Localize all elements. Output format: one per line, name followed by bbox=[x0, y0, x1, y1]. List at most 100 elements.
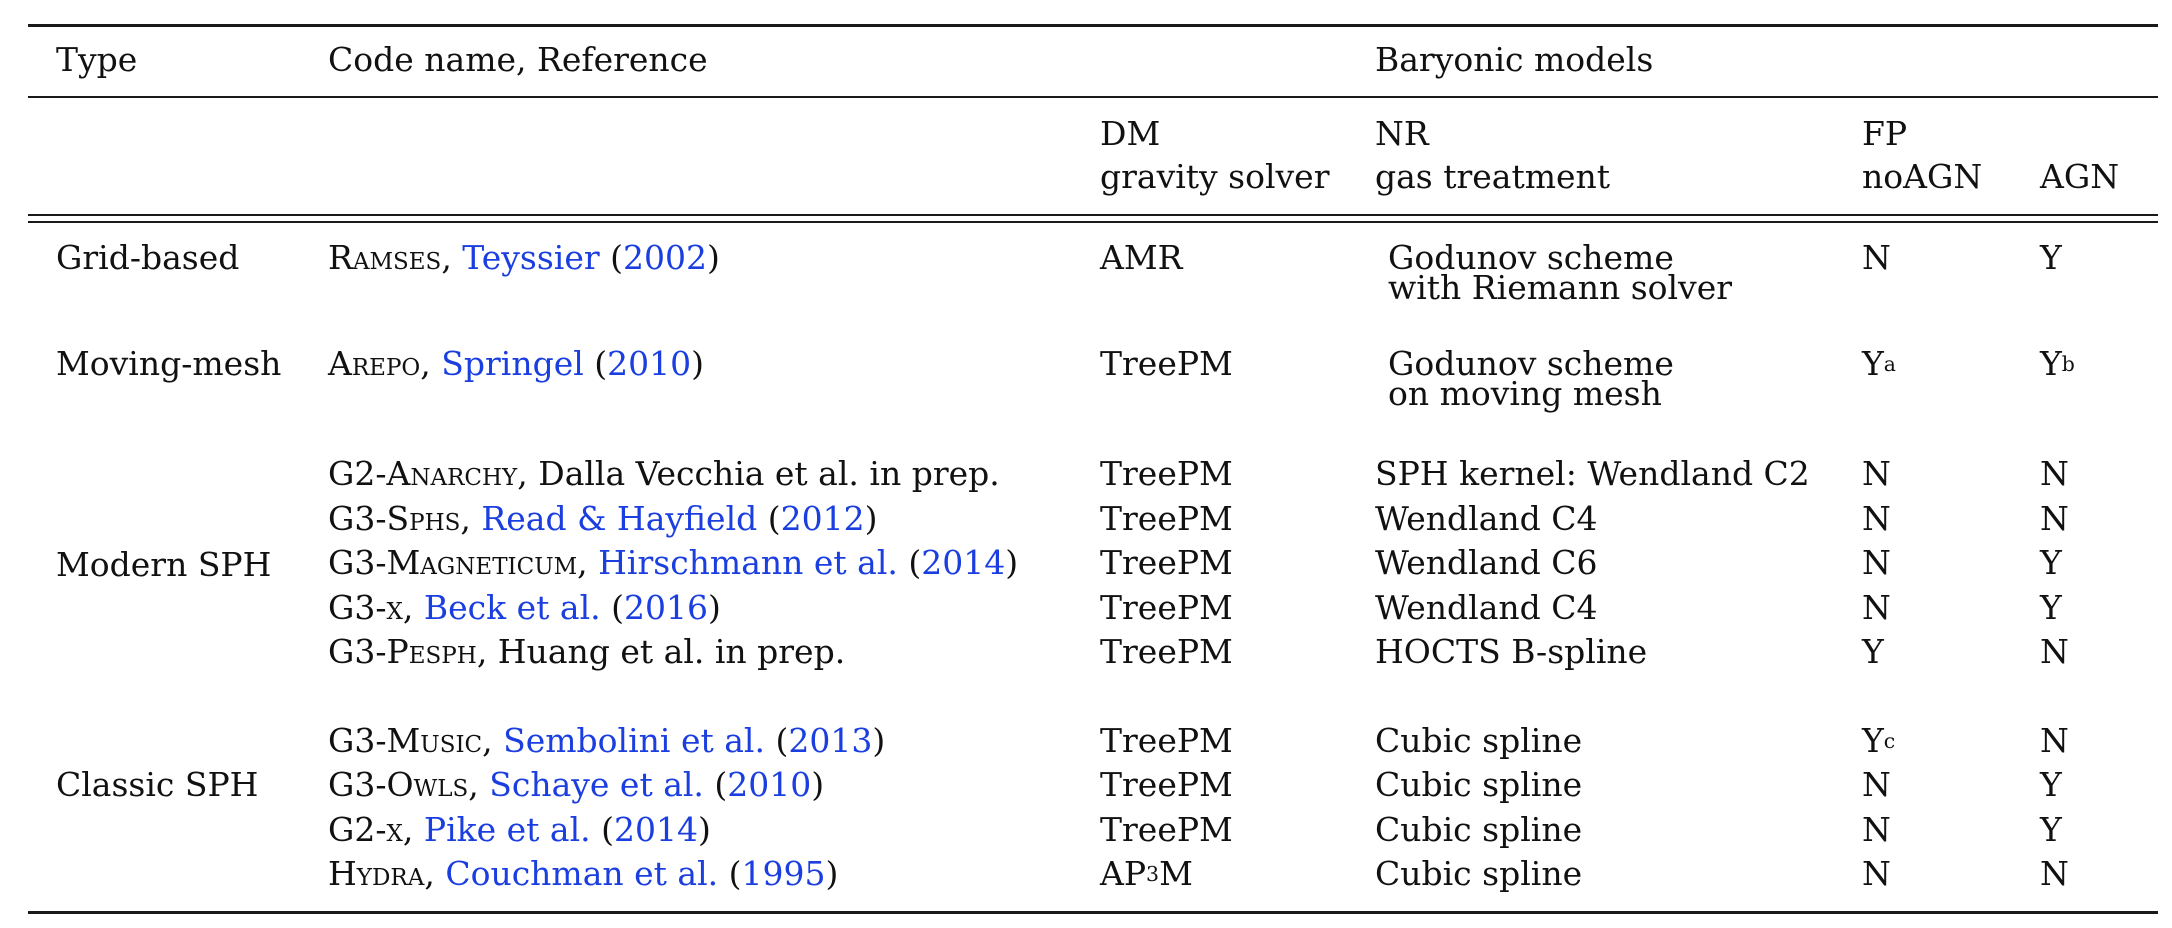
agn-cell: Y bbox=[2040, 238, 2062, 277]
agn-cell: Y bbox=[2040, 543, 2062, 582]
table-row-code: G3-x, Beck et al. (2016) bbox=[328, 588, 721, 627]
solver-cell: TreePM bbox=[1100, 588, 1233, 627]
header-fp: FP bbox=[1862, 114, 1908, 153]
reference-link[interactable]: Beck et al. bbox=[423, 588, 601, 627]
fp-noagn-cell: N bbox=[1862, 499, 1891, 538]
header-type: Type bbox=[56, 40, 138, 79]
agn-cell: N bbox=[2040, 721, 2069, 760]
group-grid-based: Grid-based bbox=[56, 238, 240, 277]
fp-noagn-cell: Ya bbox=[1862, 344, 1896, 383]
reference-year-link[interactable]: 1995 bbox=[741, 854, 826, 893]
reference-link[interactable]: Pike et al. bbox=[423, 810, 591, 849]
gas-treatment-line2: with Riemann solver bbox=[1388, 268, 1733, 307]
reference-link[interactable]: Springel bbox=[441, 344, 584, 383]
code-name: Sphs bbox=[386, 499, 461, 538]
code-name: Magneticum bbox=[386, 543, 578, 582]
reference-link[interactable]: Sembolini et al. bbox=[503, 721, 765, 760]
header-rule bbox=[28, 96, 2158, 98]
code-name: x bbox=[386, 588, 403, 627]
reference-text: Huang et al. in prep. bbox=[497, 632, 846, 671]
solver-cell: TreePM bbox=[1100, 810, 1233, 849]
gas-treatment-line1: Godunov scheme bbox=[1388, 238, 1674, 277]
table-row-code: Hydra, Couchman et al. (1995) bbox=[328, 854, 839, 893]
fp-noagn-cell: N bbox=[1862, 543, 1891, 582]
top-rule bbox=[28, 24, 2158, 27]
agn-cell: N bbox=[2040, 632, 2069, 671]
footnote-mark: b bbox=[2061, 351, 2075, 376]
solver-cell: TreePM bbox=[1100, 765, 1233, 804]
table-row-code: Arepo, Springel (2010) bbox=[328, 344, 705, 383]
reference-year-link[interactable]: 2012 bbox=[780, 499, 865, 538]
gas-treatment-cell: Wendland C4 bbox=[1375, 588, 1598, 627]
bottom-rule bbox=[28, 911, 2158, 914]
reference-year-link[interactable]: 2014 bbox=[614, 810, 699, 849]
fp-noagn-cell: N bbox=[1862, 810, 1891, 849]
table-row-code: G3-Owls, Schaye et al. (2010) bbox=[328, 765, 825, 804]
gas-treatment-cell: Cubic spline bbox=[1375, 854, 1583, 893]
code-name: Arepo bbox=[328, 344, 421, 383]
header-dm: DM bbox=[1100, 114, 1161, 153]
reference-year-link[interactable]: 2010 bbox=[607, 344, 692, 383]
reference-link[interactable]: Read & Hayfield bbox=[481, 499, 758, 538]
reference-year-link[interactable]: 2013 bbox=[788, 721, 873, 760]
header-noagn: noAGN bbox=[1862, 157, 1983, 196]
gas-treatment-cell: Wendland C4 bbox=[1375, 499, 1598, 538]
table-row-code: G2-x, Pike et al. (2014) bbox=[328, 810, 711, 849]
code-name: x bbox=[386, 810, 403, 849]
gas-treatment-line1: Godunov scheme bbox=[1388, 344, 1674, 383]
reference-year-link[interactable]: 2016 bbox=[624, 588, 708, 627]
solver-cell: TreePM bbox=[1100, 721, 1233, 760]
solver-cell: TreePM bbox=[1100, 632, 1233, 671]
code-name: Hydra bbox=[328, 854, 425, 893]
reference-link[interactable]: Couchman et al. bbox=[445, 854, 719, 893]
group-moving-mesh: Moving-mesh bbox=[56, 344, 282, 383]
reference-link[interactable]: Schaye et al. bbox=[489, 765, 704, 804]
group-classic-sph: Classic SPH bbox=[56, 765, 259, 804]
solver-cell: TreePM bbox=[1100, 543, 1233, 582]
gas-treatment-cell: Cubic spline bbox=[1375, 765, 1583, 804]
agn-cell: N bbox=[2040, 454, 2069, 493]
code-name: Anarchy bbox=[386, 454, 518, 493]
agn-cell: N bbox=[2040, 854, 2069, 893]
code-name: Ramses bbox=[328, 238, 442, 277]
reference-year-link[interactable]: 2010 bbox=[727, 765, 812, 804]
solver-cell: AMR bbox=[1100, 238, 1183, 277]
fp-noagn-cell: N bbox=[1862, 765, 1891, 804]
double-rule-upper bbox=[28, 214, 2158, 216]
gas-treatment-cell: Cubic spline bbox=[1375, 721, 1583, 760]
fp-noagn-cell: Y bbox=[1862, 632, 1884, 671]
agn-cell: Y bbox=[2040, 765, 2062, 804]
reference-text: Dalla Vecchia et al. in prep. bbox=[538, 454, 1000, 493]
footnote-mark: c bbox=[1883, 728, 1896, 753]
agn-cell: Yb bbox=[2040, 344, 2075, 383]
gas-treatment-cell: SPH kernel: Wendland C2 bbox=[1375, 454, 1810, 493]
code-name: Music bbox=[386, 721, 483, 760]
code-name: Pesph bbox=[386, 632, 477, 671]
reference-year-link[interactable]: 2014 bbox=[921, 543, 1006, 582]
agn-cell: N bbox=[2040, 499, 2069, 538]
table-row-code: G3-Music, Sembolini et al. (2013) bbox=[328, 721, 886, 760]
fp-noagn-cell: N bbox=[1862, 454, 1891, 493]
gas-treatment-cell: Wendland C6 bbox=[1375, 543, 1598, 582]
table-row-code: G3-Pesph, Huang et al. in prep. bbox=[328, 632, 846, 671]
double-rule-lower bbox=[28, 221, 2158, 223]
header-gravity-solver: gravity solver bbox=[1100, 157, 1330, 196]
gas-treatment-cell: HOCTS B-spline bbox=[1375, 632, 1648, 671]
agn-cell: Y bbox=[2040, 588, 2062, 627]
fp-noagn-cell: N bbox=[1862, 588, 1891, 627]
gas-treatment-cell: Cubic spline bbox=[1375, 810, 1583, 849]
gas-treatment-line2: on moving mesh bbox=[1388, 374, 1662, 413]
table-row-code: G3-Sphs, Read & Hayfield (2012) bbox=[328, 499, 878, 538]
table-row-code: G3-Magneticum, Hirschmann et al. (2014) bbox=[328, 543, 1019, 582]
reference-year-link[interactable]: 2002 bbox=[623, 238, 708, 277]
solver-cell: TreePM bbox=[1100, 499, 1233, 538]
reference-link[interactable]: Hirschmann et al. bbox=[598, 543, 898, 582]
header-baryonic-models: Baryonic models bbox=[1375, 40, 1654, 79]
header-nr: NR bbox=[1375, 114, 1429, 153]
solver-cell: TreePM bbox=[1100, 454, 1233, 493]
solver-cell: TreePM bbox=[1100, 344, 1233, 383]
code-name: Owls bbox=[386, 765, 469, 804]
reference-link[interactable]: Teyssier bbox=[462, 238, 600, 277]
fp-noagn-cell: N bbox=[1862, 854, 1891, 893]
fp-noagn-cell: N bbox=[1862, 238, 1891, 277]
